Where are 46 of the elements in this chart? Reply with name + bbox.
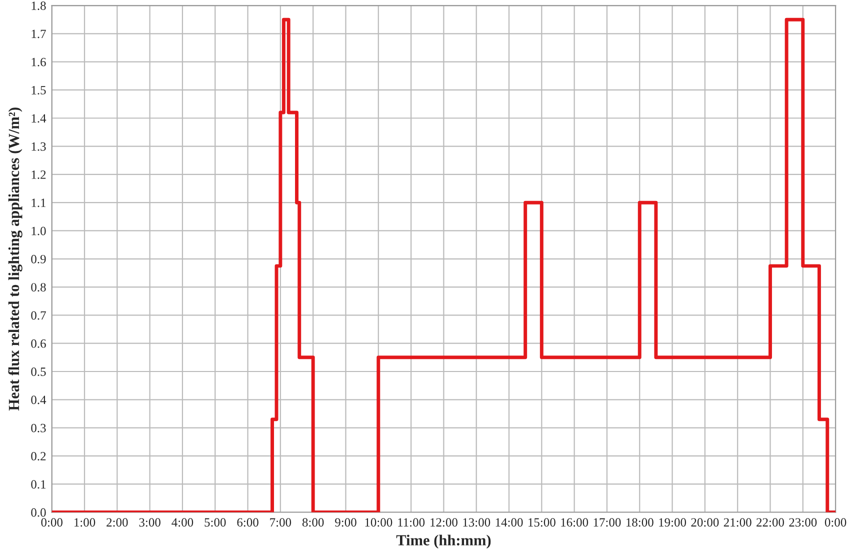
x-tick-label: 22:00 — [756, 518, 784, 527]
x-axis-title: Time (hh:mm) — [396, 534, 491, 549]
y-tick-label: 0.1 — [31, 480, 46, 489]
x-tick-label: 23:00 — [789, 518, 817, 527]
y-tick-label: 0.2 — [31, 452, 46, 460]
x-tick-label: 9:00 — [335, 518, 356, 527]
y-tick-label: 1.6 — [32, 58, 46, 66]
x-tick-label: 0:00 — [824, 518, 846, 527]
y-tick-label: 0.7 — [31, 311, 46, 320]
x-tick-label: 19:00 — [659, 518, 686, 527]
x-tick-label: 13:00 — [463, 518, 490, 527]
x-tick-label: 0:00 — [41, 518, 62, 527]
y-tick-label: 1.8 — [32, 2, 46, 10]
y-tick-label: 1.4 — [32, 114, 46, 123]
y-tick-label: 0.9 — [31, 254, 46, 264]
y-tick-label: 1.0 — [32, 226, 46, 236]
x-tick-label: 16:00 — [561, 518, 588, 527]
x-tick-label: 21:00 — [724, 518, 752, 527]
x-tick-label: 6:00 — [237, 518, 258, 527]
x-tick-label: 14:00 — [496, 518, 523, 527]
x-tick-label: 12:00 — [430, 518, 458, 527]
x-tick-label: 2:00 — [106, 518, 128, 527]
y-tick-label: 0.6 — [31, 339, 46, 348]
x-tick-label: 15:00 — [528, 518, 556, 527]
x-tick-label: 20:00 — [691, 518, 719, 527]
y-tick-label: 1.3 — [32, 142, 46, 151]
y-tick-label: 0.4 — [31, 396, 46, 404]
x-tick-label: 5:00 — [204, 518, 226, 527]
x-tick-label: 10:00 — [365, 518, 392, 527]
x-tick-label: 4:00 — [172, 518, 194, 527]
y-axis-title: Heat flux related to lighting appliances (W/m²) — [8, 108, 22, 411]
y-tick-label: 0.3 — [31, 424, 46, 432]
x-tick-label: 8:00 — [302, 518, 324, 527]
y-tick-label: 0.5 — [31, 368, 46, 376]
x-tick-label: 1:00 — [74, 518, 96, 527]
x-tick-label: 7:00 — [270, 518, 292, 527]
y-tick-label: 1.5 — [32, 86, 46, 94]
x-tick-label: 11:00 — [398, 518, 425, 527]
y-tick-label: 0.0 — [31, 508, 46, 517]
x-tick-label: 17:00 — [594, 518, 621, 527]
y-tick-label: 1.1 — [32, 198, 46, 208]
y-tick-label: 1.7 — [32, 30, 46, 38]
y-tick-label: 1.2 — [32, 170, 46, 179]
x-tick-label: 3:00 — [139, 518, 160, 527]
y-tick-label: 0.8 — [31, 283, 46, 292]
x-tick-label: 18:00 — [626, 518, 654, 527]
